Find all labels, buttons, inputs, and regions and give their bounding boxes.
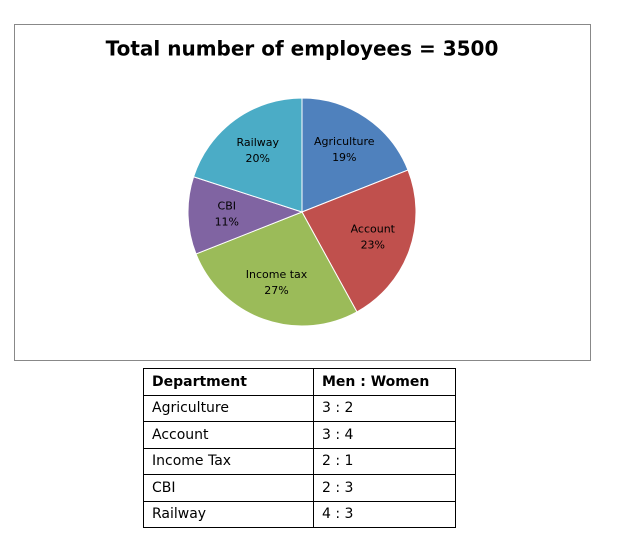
table-cell: 2 : 3 <box>313 474 456 502</box>
pie-slice <box>187 176 304 255</box>
table-cell: CBI <box>143 474 314 502</box>
table-cell: Railway <box>143 500 314 528</box>
table-row: CBI 2 : 3 <box>143 474 456 502</box>
slice-label: CBI <box>218 199 236 212</box>
table-cell: 3 : 2 <box>313 394 456 422</box>
table-cell: Account <box>143 421 314 449</box>
chart: Total number of employees = 3500 Agricul… <box>14 24 591 361</box>
table-row: Railway 4 : 3 <box>143 500 456 528</box>
slice-label: Agriculture <box>314 135 375 148</box>
table-cell: Income Tax <box>143 447 314 475</box>
table-cell: 2 : 1 <box>313 447 456 475</box>
table-row: Agriculture 3 : 2 <box>143 394 456 422</box>
header-cell: Department <box>143 368 314 396</box>
table-cell: 4 : 3 <box>313 500 456 528</box>
slice-value-label: 19% <box>332 151 356 164</box>
slice-label: Account <box>351 222 396 235</box>
pie-slice <box>301 97 409 213</box>
table-header: Department Men : Women <box>143 368 456 396</box>
pie-slice <box>195 211 358 327</box>
header-cell: Men : Women <box>313 368 456 396</box>
slice-value-label: 27% <box>264 284 288 297</box>
slice-value-label: 11% <box>215 215 239 228</box>
slice-value-label: 20% <box>246 152 270 165</box>
slice-label: Railway <box>237 136 280 149</box>
pie-slice <box>192 97 303 213</box>
table-row: Account 3 : 4 <box>143 421 456 449</box>
chart-title: Total number of employees = 3500 <box>106 37 499 61</box>
table-cell: 3 : 4 <box>313 421 456 449</box>
table-cell: Agriculture <box>143 394 314 422</box>
pie-slice <box>301 169 417 313</box>
slice-label: Income tax <box>246 268 308 281</box>
slice-value-label: 23% <box>361 238 385 251</box>
table-row: Income Tax 2 : 1 <box>143 447 456 475</box>
